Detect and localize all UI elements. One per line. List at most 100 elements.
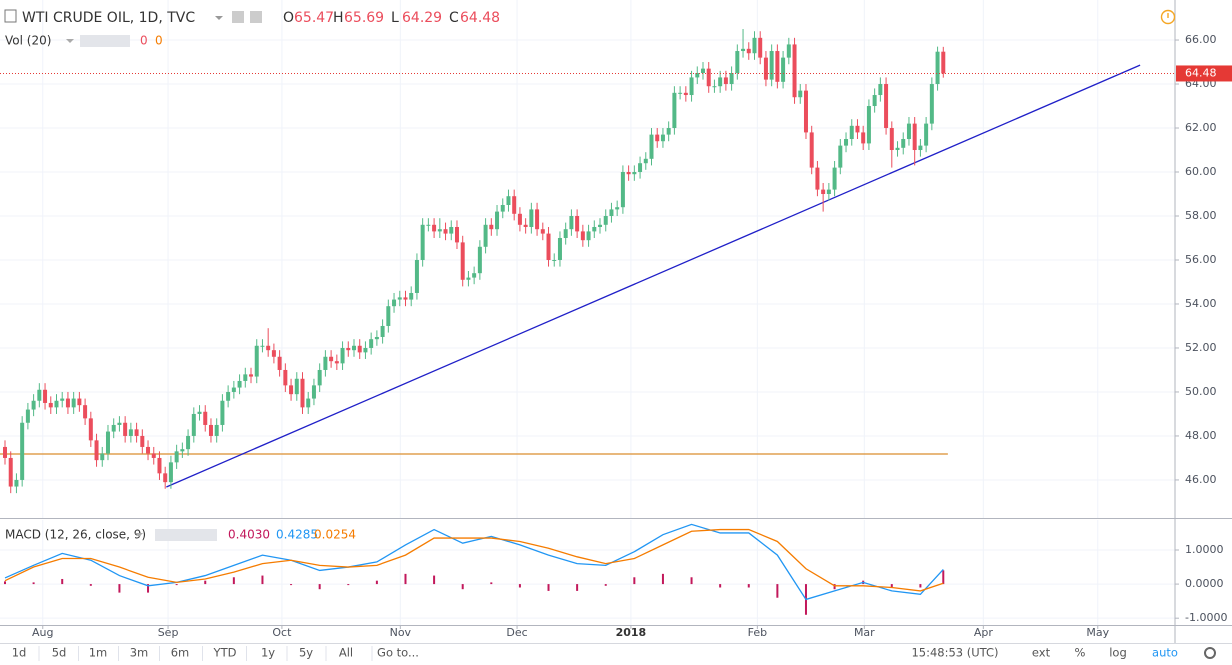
candle-body (718, 77, 723, 87)
toolbar-button[interactable]: 6m (171, 646, 190, 660)
histogram-bar (576, 584, 579, 591)
macd-legend-value: 0.4030 (228, 528, 270, 542)
candle-body (861, 132, 866, 144)
candle-body (689, 77, 694, 96)
candle-body (277, 356, 282, 370)
candle-body (157, 457, 162, 474)
toggle-button[interactable]: % (1075, 646, 1086, 660)
toolbar: 1d 5d 1m 3m 6m YTD 1y 5y All Go to... 15:48:53 (UT… (12, 646, 1216, 661)
clock: 15:48:53 (UTC) (911, 646, 998, 660)
toolbar-button[interactable]: All (339, 646, 353, 660)
toolbar-button[interactable]: 1y (261, 646, 275, 660)
candle-body (729, 73, 734, 85)
candle-body (752, 37, 757, 54)
candle-body (826, 189, 831, 195)
candle-body (483, 224, 488, 247)
toolbar-button[interactable]: 1d (12, 646, 27, 660)
toggle-button[interactable]: ext (1032, 646, 1051, 660)
candle-body (340, 347, 345, 364)
candle-body (283, 369, 288, 386)
candle-body (769, 51, 774, 80)
histogram-bar (604, 584, 607, 586)
candle-body (912, 123, 917, 151)
candle-body (203, 411, 208, 425)
x-tick-label: May (1086, 626, 1109, 639)
candle-body (552, 259, 557, 261)
candle-body (598, 224, 603, 227)
x-tick-label: Feb (748, 626, 767, 639)
candle-body (437, 229, 442, 232)
candle-body (855, 125, 860, 133)
toggle-button[interactable]: log (1109, 646, 1127, 660)
candle-body (557, 237, 562, 260)
candle-body (214, 424, 219, 436)
volume-controls[interactable] (80, 35, 130, 47)
macd-line (4, 528, 944, 592)
candle-body (500, 205, 505, 212)
candle-body (449, 226, 454, 234)
y-tick-label: 58.00 (1185, 209, 1217, 222)
candle-body (191, 413, 196, 436)
dropdown-icon[interactable] (66, 39, 74, 43)
candle-body (735, 51, 740, 74)
histogram-bar (204, 580, 207, 585)
ohlc-value: 64.48 (460, 10, 500, 26)
candle-body (649, 134, 654, 159)
candle-body (678, 92, 683, 94)
candle-body (226, 391, 231, 401)
candle-body (351, 345, 356, 351)
macd-controls[interactable] (155, 529, 217, 541)
candle-body (741, 48, 746, 52)
x-tick-label: Apr (974, 626, 994, 639)
candle-body (363, 347, 368, 353)
histogram-bar (719, 584, 722, 588)
candle-body (746, 48, 751, 54)
histogram-bar (318, 584, 321, 590)
candle-body (8, 457, 13, 487)
candle-body (271, 350, 276, 357)
toolbar-button[interactable]: YTD (213, 646, 237, 660)
candle-body (626, 172, 631, 175)
candle-body (123, 422, 128, 436)
x-tick-label: 2018 (616, 626, 647, 639)
candle-body (83, 405, 88, 419)
candle-body (14, 479, 19, 487)
toolbar-button[interactable]: 3m (130, 646, 149, 660)
y-tick-label: 46.00 (1185, 473, 1217, 486)
histogram-bar (61, 578, 64, 585)
candle-body (208, 424, 213, 436)
candle-body (409, 292, 414, 300)
ohlc-letter: O (283, 10, 294, 26)
candle-body (512, 196, 517, 214)
toolbar-button[interactable]: 1m (89, 646, 108, 660)
toolbar-button[interactable]: 5d (52, 646, 67, 660)
candle-body (294, 378, 299, 395)
settings-icon[interactable] (250, 11, 262, 23)
settings-icon[interactable] (232, 11, 244, 23)
macd-line (4, 523, 944, 601)
candle-body (414, 259, 419, 293)
toolbar-button[interactable]: 5y (299, 646, 313, 660)
dropdown-icon[interactable] (215, 16, 223, 20)
candle-body (723, 77, 728, 85)
toggle-button[interactable]: auto (1152, 646, 1178, 660)
candle-body (632, 172, 637, 175)
candle-body (466, 277, 471, 280)
candle-body (317, 369, 322, 386)
candle-body (586, 231, 591, 241)
candle-body (237, 380, 242, 388)
dropdown-icon[interactable] (135, 533, 143, 537)
candle-body (243, 374, 248, 381)
histogram-bar (4, 581, 7, 585)
candle-body (901, 139, 906, 148)
histogram-bar (118, 584, 121, 593)
collapse-icon[interactable] (4, 9, 17, 23)
candle-body (111, 424, 116, 432)
settings-button[interactable] (1204, 647, 1216, 659)
x-tick-label: Nov (390, 626, 412, 639)
alert-icon[interactable] (1160, 9, 1176, 25)
volume-value: 0 (140, 34, 148, 48)
candle-body (386, 306, 391, 326)
toolbar-button[interactable]: Go to... (377, 646, 419, 660)
